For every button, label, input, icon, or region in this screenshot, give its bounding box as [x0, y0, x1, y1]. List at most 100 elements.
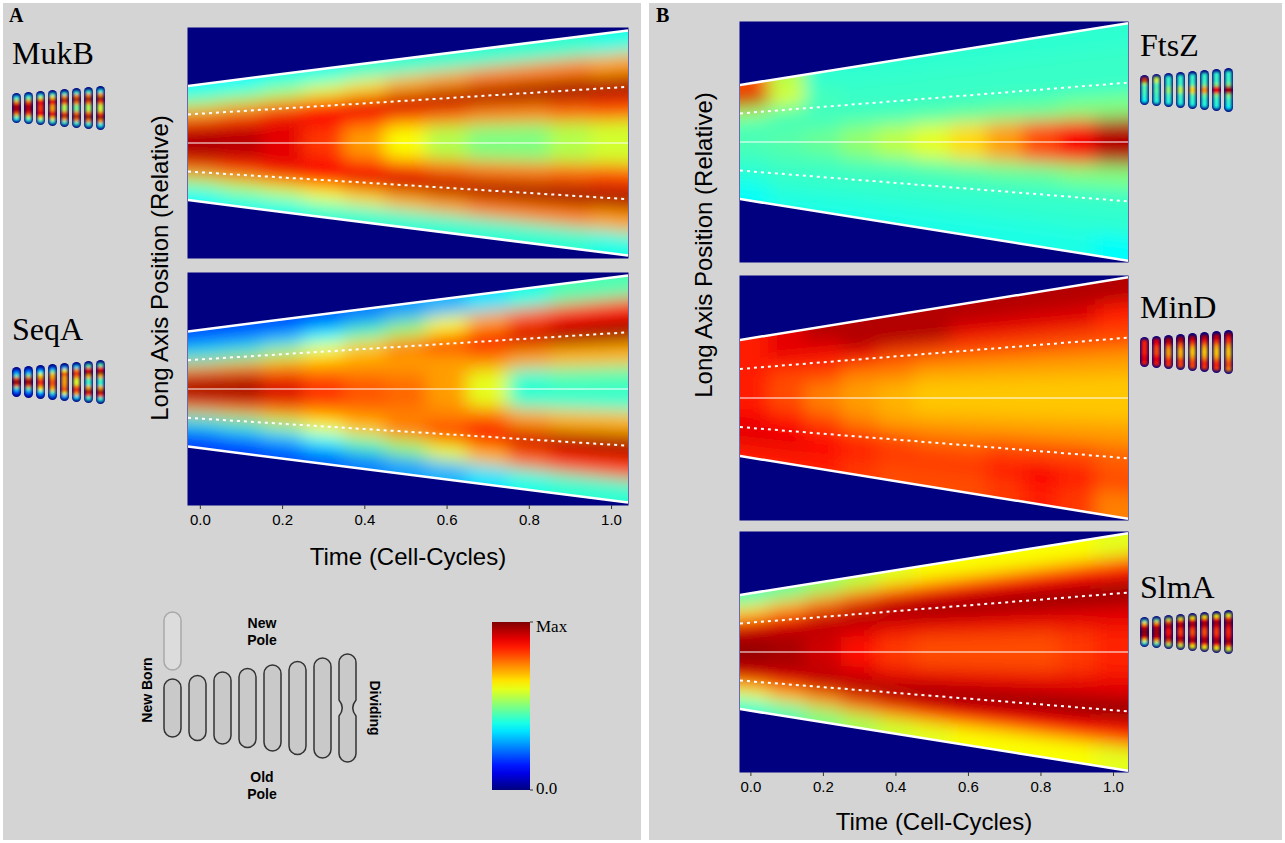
cell-icon-band: [1178, 629, 1184, 633]
heat-cell: [987, 591, 1023, 614]
heat-cell: [842, 667, 878, 684]
cell-icon-band: [1202, 366, 1208, 370]
cell-icon-band: [74, 98, 80, 102]
heat-cell: [1095, 347, 1128, 375]
cell-icon-fill: [1166, 338, 1172, 367]
x-tick: [1113, 772, 1114, 776]
cell-icon-fill: [98, 363, 104, 402]
heat-cell: [1059, 142, 1095, 165]
x-tick-label: 1.0: [601, 511, 622, 528]
plot-clip: [740, 276, 1128, 520]
quarter-line: [740, 338, 1128, 369]
guides: [740, 23, 1128, 260]
heat-cell: [950, 398, 986, 418]
cell-icon-fill: [1154, 339, 1160, 366]
cell-icon-band: [1178, 343, 1184, 347]
heat-cell: [740, 408, 769, 423]
cell-icon-band: [1190, 365, 1196, 369]
heat-cell: [1023, 481, 1059, 520]
heat-cell: [769, 625, 805, 640]
cell-icon-band: [1178, 84, 1184, 88]
cell-icon-band: [1166, 76, 1172, 79]
heat-cell: [914, 532, 950, 584]
cell-icon-band: [38, 373, 44, 376]
heat-cell: [950, 416, 986, 437]
cell-icon-band: [1202, 355, 1208, 359]
heat-cell: [878, 125, 914, 142]
cell-icon: [1214, 72, 1220, 109]
cell-icon-band: [1202, 635, 1208, 639]
heat-cell: [427, 69, 468, 91]
cell-icon-band: [1178, 364, 1184, 368]
cell-icon-band: [1178, 87, 1184, 91]
heat-cell: [987, 652, 1023, 672]
cell-icon-band: [1226, 90, 1232, 94]
heat-cell: [769, 639, 805, 652]
cell-icon-band: [1190, 342, 1196, 346]
cell-icon-band: [74, 115, 80, 119]
cell-icons: [12, 360, 105, 404]
cell-icon: [1202, 335, 1208, 370]
heat-cell: [878, 668, 914, 686]
cell-icon-band: [1190, 616, 1196, 620]
x-tick-label: 1.0: [1103, 778, 1124, 795]
cell-icon-fill: [1190, 74, 1196, 107]
heat-cell: [1023, 56, 1059, 81]
cell-icon-fill: [1202, 615, 1208, 650]
heat-cell: [740, 130, 769, 142]
heat-cell: [914, 106, 950, 125]
heat-cell: [842, 382, 878, 398]
cell-icon-band: [1190, 90, 1196, 94]
cell-icon-band: [1190, 638, 1196, 642]
heat-cell: [1023, 734, 1059, 772]
cell-icon: [86, 90, 92, 127]
guides: [740, 533, 1128, 770]
heat-cell: [550, 302, 591, 327]
heat-cell: [262, 196, 303, 240]
heat-cell: [1059, 119, 1095, 142]
cell-icon-band: [1214, 348, 1220, 352]
cell-icon-band: [1166, 643, 1172, 646]
cell-icon-body: [12, 367, 21, 397]
cell-icon-band: [86, 115, 92, 119]
colorbar: [492, 622, 530, 790]
heat-cell: [385, 354, 426, 373]
cell-icon-band: [62, 395, 68, 399]
heat-cell: [842, 545, 878, 593]
heat-cell: [914, 210, 950, 262]
x-tick-label: 0.6: [437, 511, 458, 528]
heat-cell: [805, 453, 841, 499]
cell-icon-band: [38, 105, 44, 108]
heat-cell: [1095, 142, 1128, 167]
heat-cell: [1023, 566, 1059, 591]
heat-cell: [303, 358, 344, 375]
cell-icon-band: [1142, 100, 1148, 103]
cell-icon-band: [1190, 635, 1196, 639]
cell-icon-band: [1202, 83, 1208, 87]
cell-icon-fill: [1202, 335, 1208, 370]
cell-icon-band: [86, 104, 92, 108]
cell-icons: [1140, 68, 1233, 112]
heat-cell: [842, 652, 878, 668]
heat-cell: [509, 306, 550, 330]
x-tick: [364, 505, 365, 509]
schematic-label: NewPole: [247, 615, 277, 648]
cell-icon: [38, 94, 44, 123]
cell-icon: [1178, 337, 1184, 368]
cell-icon-band: [1190, 629, 1196, 633]
heat-cell: [878, 538, 914, 589]
cell-icon-body: [1200, 70, 1209, 110]
cell-icon-band: [1166, 84, 1172, 87]
heat-cell: [878, 205, 914, 256]
cell-icon-band: [1178, 99, 1184, 103]
cell-clip: [188, 28, 628, 258]
cell-icon-band: [38, 117, 44, 120]
x-tick: [282, 505, 283, 509]
x-tick-label: 0.4: [354, 511, 375, 528]
cell-icon-band: [50, 117, 56, 121]
heat-cell: [950, 142, 986, 161]
cell-icon-band: [98, 89, 104, 93]
midline: [740, 651, 1128, 652]
cell-icon-band: [1202, 76, 1208, 80]
cell-icon-band: [1178, 626, 1184, 630]
